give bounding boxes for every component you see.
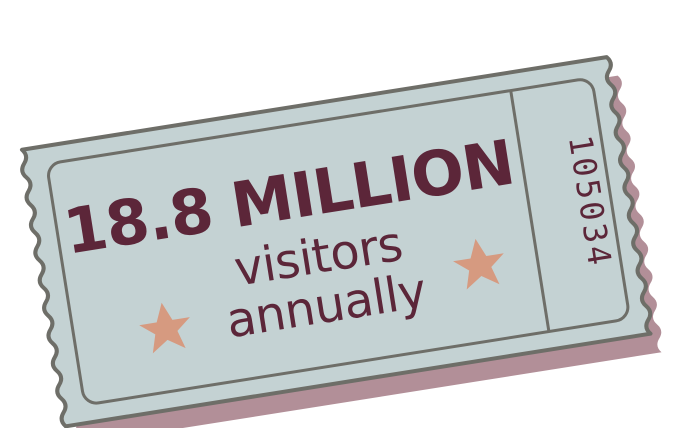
star-icon: [139, 302, 190, 354]
stub-divider: [509, 90, 551, 332]
ticket-inner-border: [47, 78, 630, 405]
star-icon: [453, 238, 504, 290]
ticket-body: [19, 55, 653, 428]
